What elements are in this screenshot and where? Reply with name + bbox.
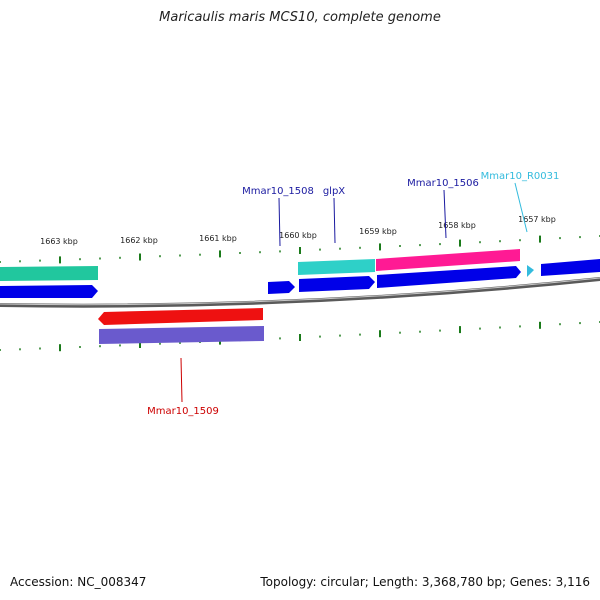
gene-track-outer: [0, 249, 520, 281]
cds-track-inner: [0, 259, 600, 298]
label-mmar10-1506[interactable]: Mmar10_1506: [407, 178, 479, 189]
chromosome-backbone: [0, 277, 600, 308]
topology-summary-text: Topology: circular; Length: 3,368,780 bp…: [260, 575, 590, 589]
label-mmar10-r0031[interactable]: Mmar10_R0031: [481, 171, 560, 182]
cds-feature-mmar10-1508[interactable]: [268, 281, 295, 294]
gene-feature-mmar10-1506[interactable]: [376, 249, 520, 271]
scale-label-1661: 1661 kbp: [199, 234, 237, 243]
scale-label-1662: 1662 kbp: [120, 236, 158, 245]
gene-feature-left-teal[interactable]: [0, 266, 98, 281]
scale-label-1659: 1659 kbp: [359, 227, 397, 236]
label-mmar10-1509[interactable]: Mmar10_1509: [147, 406, 219, 417]
cds-feature-left[interactable]: [0, 285, 98, 298]
scale-label-1660: 1660 kbp: [279, 231, 317, 240]
scale-labels: 1663 kbp 1662 kbp 1661 kbp 1660 kbp 1659…: [40, 215, 556, 246]
scale-ticks-lower: [0, 321, 600, 352]
chromosome-backbone-highlight: [0, 277, 600, 306]
gene-feature-glpx[interactable]: [298, 259, 375, 275]
leader-mmar10-1508: [278, 197, 281, 247]
leader-mmar10-1506: [443, 189, 447, 239]
rna-feature-mmar10-r0031[interactable]: [527, 265, 534, 277]
leader-mmar10-1509: [180, 357, 183, 403]
cds-feature-mmar10-1509[interactable]: [99, 326, 264, 344]
label-mmar10-1508[interactable]: Mmar10_1508: [242, 186, 314, 197]
leader-glpx: [333, 197, 336, 244]
accession-text: Accession: NC_008347: [10, 575, 147, 589]
cds-feature-glpx[interactable]: [299, 276, 375, 292]
reverse-strand-track: [98, 308, 264, 344]
gene-feature-mmar10-1509[interactable]: [98, 308, 263, 325]
label-glpx[interactable]: glpX: [323, 186, 345, 197]
feature-labels: Mmar10_1508 glpX Mmar10_1506 Mmar10_R003…: [147, 171, 559, 417]
cds-feature-right[interactable]: [541, 259, 600, 276]
scale-label-1658: 1658 kbp: [438, 221, 476, 230]
map-title: Maricaulis maris MCS10, complete genome: [159, 10, 441, 25]
scale-ticks-upper: [0, 235, 600, 264]
scale-label-1663: 1663 kbp: [40, 237, 78, 246]
label-leaders: [180, 182, 528, 403]
leader-mmar10-r0031: [514, 182, 528, 233]
cds-feature-mmar10-1506[interactable]: [377, 266, 521, 288]
scale-label-1657: 1657 kbp: [518, 215, 556, 224]
